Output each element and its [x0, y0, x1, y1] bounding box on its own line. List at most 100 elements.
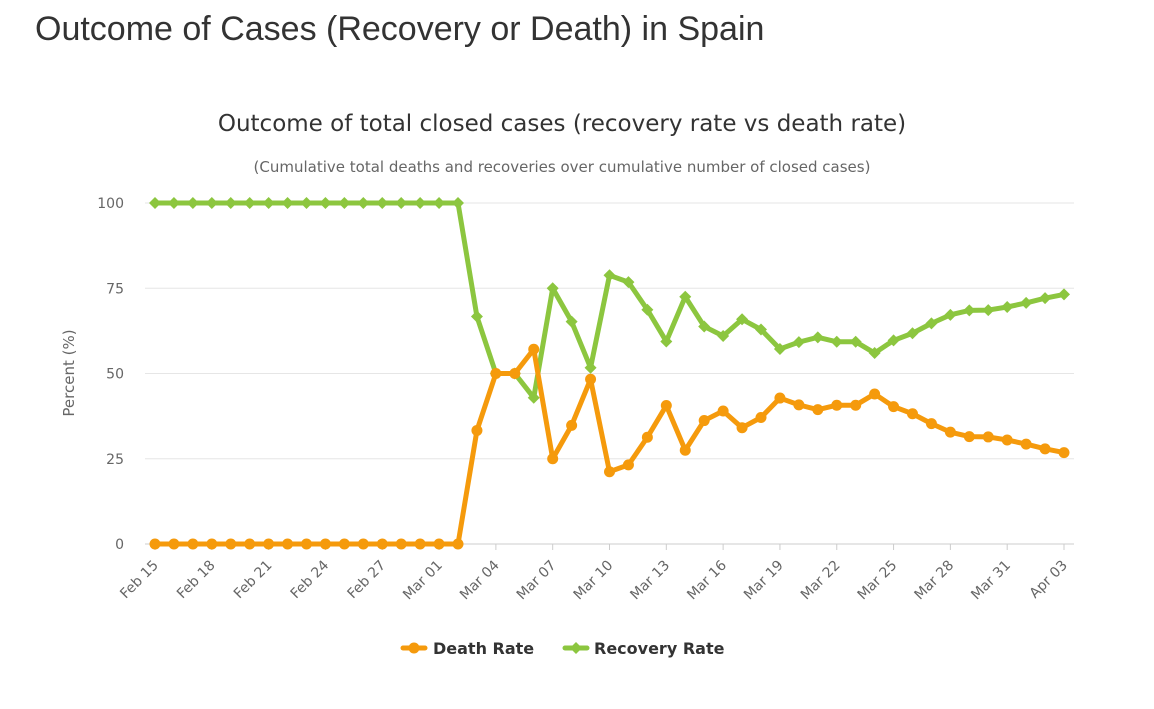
point-death-rate-mar-09[interactable] [585, 373, 597, 385]
point-death-rate-mar-13[interactable] [660, 400, 672, 412]
point-recovery-rate-feb-28[interactable] [395, 197, 408, 209]
point-death-rate-mar-01[interactable] [433, 538, 445, 550]
point-recovery-rate-mar-21[interactable] [811, 331, 824, 344]
point-death-rate-mar-14[interactable] [679, 444, 691, 456]
point-recovery-rate-mar-03[interactable] [470, 310, 483, 323]
point-death-rate-mar-12[interactable] [641, 431, 653, 443]
point-recovery-rate-feb-29[interactable] [414, 197, 427, 209]
point-death-rate-mar-16[interactable] [717, 405, 729, 417]
point-recovery-rate-feb-25[interactable] [338, 197, 351, 209]
point-recovery-rate-mar-25[interactable] [887, 334, 900, 347]
point-death-rate-feb-23[interactable] [301, 538, 312, 550]
point-death-rate-mar-23[interactable] [850, 399, 862, 411]
point-recovery-rate-mar-09[interactable] [584, 361, 597, 374]
point-recovery-rate-mar-29[interactable] [963, 304, 976, 317]
point-recovery-rate-feb-18[interactable] [205, 197, 218, 209]
point-death-rate-feb-20[interactable] [244, 538, 256, 550]
point-recovery-rate-mar-23[interactable] [849, 335, 862, 348]
point-death-rate-apr-02[interactable] [1039, 443, 1051, 455]
point-recovery-rate-mar-27[interactable] [925, 317, 938, 330]
point-recovery-rate-mar-18[interactable] [755, 323, 767, 336]
point-death-rate-feb-17[interactable] [187, 538, 199, 550]
point-death-rate-mar-08[interactable] [566, 419, 578, 431]
legend-label-death-rate[interactable]: Death Rate [433, 639, 534, 658]
point-death-rate-mar-27[interactable] [925, 418, 937, 430]
point-recovery-rate-mar-12[interactable] [641, 303, 654, 316]
point-recovery-rate-mar-01[interactable] [433, 197, 446, 209]
point-death-rate-feb-29[interactable] [414, 538, 426, 550]
legend-item-recovery-rate[interactable]: Recovery Rate [562, 639, 725, 658]
point-recovery-rate-feb-17[interactable] [186, 197, 199, 209]
point-recovery-rate-mar-08[interactable] [565, 315, 578, 328]
point-recovery-rate-mar-10[interactable] [603, 269, 616, 282]
point-recovery-rate-mar-26[interactable] [906, 327, 919, 340]
point-recovery-rate-mar-30[interactable] [982, 304, 995, 317]
point-death-rate-mar-21[interactable] [812, 404, 824, 416]
point-death-rate-mar-03[interactable] [471, 424, 483, 436]
point-death-rate-mar-19[interactable] [774, 392, 786, 404]
point-recovery-rate-mar-02[interactable] [452, 197, 464, 209]
point-death-rate-feb-22[interactable] [282, 538, 294, 550]
point-death-rate-apr-01[interactable] [1020, 438, 1032, 450]
point-recovery-rate-mar-11[interactable] [622, 276, 635, 289]
point-death-rate-mar-24[interactable] [869, 388, 881, 400]
point-death-rate-mar-02[interactable] [452, 538, 464, 550]
point-death-rate-feb-26[interactable] [357, 538, 369, 550]
point-recovery-rate-mar-15[interactable] [698, 320, 711, 333]
point-recovery-rate-feb-22[interactable] [281, 197, 294, 209]
point-death-rate-mar-18[interactable] [755, 411, 767, 423]
point-death-rate-feb-16[interactable] [168, 538, 180, 550]
point-death-rate-apr-03[interactable] [1058, 447, 1070, 459]
point-death-rate-mar-22[interactable] [831, 399, 843, 411]
point-recovery-rate-feb-23[interactable] [300, 197, 313, 209]
point-death-rate-mar-07[interactable] [547, 453, 559, 465]
point-death-rate-mar-28[interactable] [944, 426, 956, 438]
point-recovery-rate-mar-16[interactable] [717, 329, 730, 342]
point-death-rate-mar-05[interactable] [509, 368, 521, 379]
point-recovery-rate-feb-19[interactable] [224, 197, 237, 209]
point-recovery-rate-feb-15[interactable] [149, 197, 161, 209]
point-death-rate-mar-20[interactable] [793, 399, 805, 411]
point-recovery-rate-apr-03[interactable] [1058, 288, 1070, 301]
point-death-rate-feb-24[interactable] [319, 538, 331, 550]
point-death-rate-feb-21[interactable] [263, 538, 275, 550]
point-recovery-rate-feb-21[interactable] [262, 197, 275, 209]
point-recovery-rate-mar-28[interactable] [944, 308, 957, 321]
point-recovery-rate-mar-13[interactable] [660, 335, 673, 348]
point-recovery-rate-feb-20[interactable] [243, 197, 256, 209]
point-recovery-rate-mar-06[interactable] [527, 391, 540, 404]
point-death-rate-feb-15[interactable] [149, 538, 161, 550]
point-recovery-rate-mar-19[interactable] [773, 342, 786, 355]
point-recovery-rate-mar-22[interactable] [830, 335, 843, 348]
point-death-rate-mar-26[interactable] [907, 408, 918, 420]
point-death-rate-mar-30[interactable] [982, 431, 994, 443]
point-recovery-rate-feb-24[interactable] [319, 197, 332, 209]
point-death-rate-mar-11[interactable] [622, 459, 634, 471]
legend-item-death-rate[interactable]: Death Rate [400, 639, 534, 658]
point-death-rate-feb-25[interactable] [338, 538, 350, 550]
point-recovery-rate-mar-24[interactable] [868, 347, 881, 360]
point-death-rate-mar-31[interactable] [1001, 434, 1013, 446]
point-death-rate-mar-04[interactable] [490, 368, 502, 379]
point-recovery-rate-apr-01[interactable] [1020, 296, 1033, 309]
point-death-rate-mar-10[interactable] [604, 466, 615, 478]
point-death-rate-mar-29[interactable] [963, 431, 975, 443]
point-death-rate-mar-06[interactable] [528, 343, 540, 355]
point-recovery-rate-feb-27[interactable] [376, 197, 389, 209]
point-death-rate-feb-27[interactable] [376, 538, 388, 550]
point-death-rate-mar-15[interactable] [698, 415, 710, 427]
point-recovery-rate-mar-20[interactable] [792, 336, 805, 349]
point-recovery-rate-mar-31[interactable] [1001, 301, 1014, 314]
point-death-rate-mar-17[interactable] [736, 422, 748, 434]
point-death-rate-feb-18[interactable] [206, 538, 218, 550]
point-recovery-rate-apr-02[interactable] [1039, 292, 1052, 305]
legend[interactable]: Death Rate Recovery Rate [400, 639, 725, 658]
point-recovery-rate-mar-07[interactable] [546, 282, 559, 295]
point-death-rate-feb-19[interactable] [225, 538, 237, 550]
point-recovery-rate-feb-26[interactable] [357, 197, 370, 209]
point-recovery-rate-feb-16[interactable] [167, 197, 180, 209]
point-death-rate-feb-28[interactable] [395, 538, 407, 550]
point-death-rate-mar-25[interactable] [888, 401, 900, 413]
point-recovery-rate-mar-14[interactable] [679, 290, 692, 303]
point-recovery-rate-mar-17[interactable] [736, 313, 749, 326]
